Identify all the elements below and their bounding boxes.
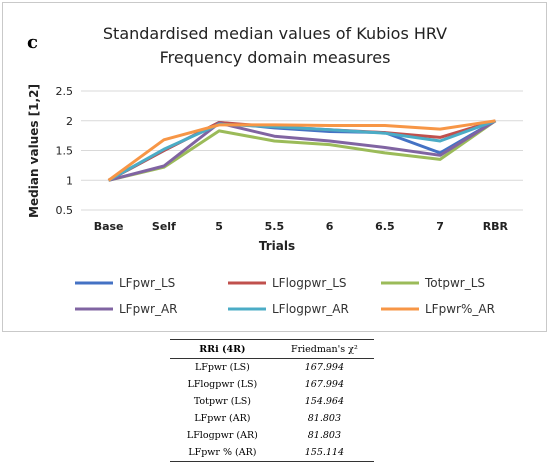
legend: LFpwr_LS LFlogpwr_LS Totpwr_LS LFpwr_AR LFlo… <box>75 276 495 316</box>
legend-label: LFlogpwr_AR <box>272 302 349 316</box>
row-value: 167.994 <box>304 362 345 373</box>
x-axis-title: Trials <box>259 239 295 253</box>
x-tick-label: 6.5 <box>375 220 395 233</box>
chart-panel: c Standardised median values of Kubios H… <box>2 2 547 332</box>
table-row: LFlogpwr (LS) 167.994 <box>170 376 374 393</box>
friedman-table: RRi (4R) Friedman's χ² LFpwr (LS) 167.994… <box>170 339 374 462</box>
header-measure: RRi (4R) <box>170 339 275 359</box>
y-tick-label: 1 <box>66 174 73 187</box>
row-measure: Totpwr (LS) <box>193 396 251 407</box>
row-measure: LFpwr (LS) <box>194 362 250 373</box>
legend-label: LFpwr%_AR <box>425 302 495 316</box>
y-tick-label: 2.5 <box>56 85 74 98</box>
table-row: LFpwr (LS) 167.994 <box>170 359 374 377</box>
x-tick-label: RBR <box>483 220 509 233</box>
series-lines <box>107 119 497 182</box>
x-tick-label: 7 <box>436 220 444 233</box>
x-tick-label: 6 <box>326 220 334 233</box>
row-measure: LFpwr (AR) <box>194 413 251 424</box>
series-line <box>107 119 496 182</box>
gridlines <box>81 90 523 211</box>
table-row: LFlogpwr (AR) 81.803 <box>170 427 374 444</box>
y-axis-ticks: 0.5 1 1.5 2 2.5 <box>56 85 74 217</box>
chart-title-line-2: Frequency domain measures <box>160 48 391 67</box>
row-value: 155.114 <box>304 447 345 458</box>
row-value: 81.803 <box>307 413 342 424</box>
table-row: LFpwr % (AR) 155.114 <box>170 444 374 462</box>
legend-label: Totpwr_LS <box>424 276 485 290</box>
y-axis-title: Median values [1,2] <box>27 84 41 218</box>
y-tick-label: 1.5 <box>56 145 74 158</box>
row-value: 154.964 <box>304 396 345 407</box>
x-tick-label: Base <box>94 220 124 233</box>
chart-title-line-1: Standardised median values of Kubios HRV <box>103 24 447 43</box>
row-value: 81.803 <box>307 430 342 441</box>
table-row: LFpwr (AR) 81.803 <box>170 410 374 427</box>
x-axis-ticks: Base Self 5 5.5 6 6.5 7 RBR <box>94 220 509 233</box>
row-value: 167.994 <box>304 379 345 390</box>
series-line <box>108 119 497 182</box>
row-measure: LFlogpwr (AR) <box>186 430 258 441</box>
legend-label: LFpwr_LS <box>119 276 175 290</box>
legend-label: LFlogpwr_LS <box>272 276 347 290</box>
y-tick-label: 0.5 <box>56 204 74 217</box>
line-chart: c Standardised median values of Kubios H… <box>27 24 523 316</box>
header-friedman: Friedman's χ² <box>274 339 374 359</box>
legend-label: LFpwr_AR <box>119 302 178 316</box>
x-tick-label: Self <box>152 220 176 233</box>
x-tick-label: 5 <box>215 220 223 233</box>
row-measure: LFlogpwr (LS) <box>187 379 258 390</box>
series-line <box>107 119 496 182</box>
y-tick-label: 2 <box>66 115 73 128</box>
row-measure: LFpwr % (AR) <box>188 447 257 458</box>
panel-label: c <box>27 32 38 53</box>
x-tick-label: 5.5 <box>265 220 285 233</box>
table-header-row: RRi (4R) Friedman's χ² <box>170 339 374 359</box>
table-row: Totpwr (LS) 154.964 <box>170 393 374 410</box>
series-line <box>108 119 497 182</box>
